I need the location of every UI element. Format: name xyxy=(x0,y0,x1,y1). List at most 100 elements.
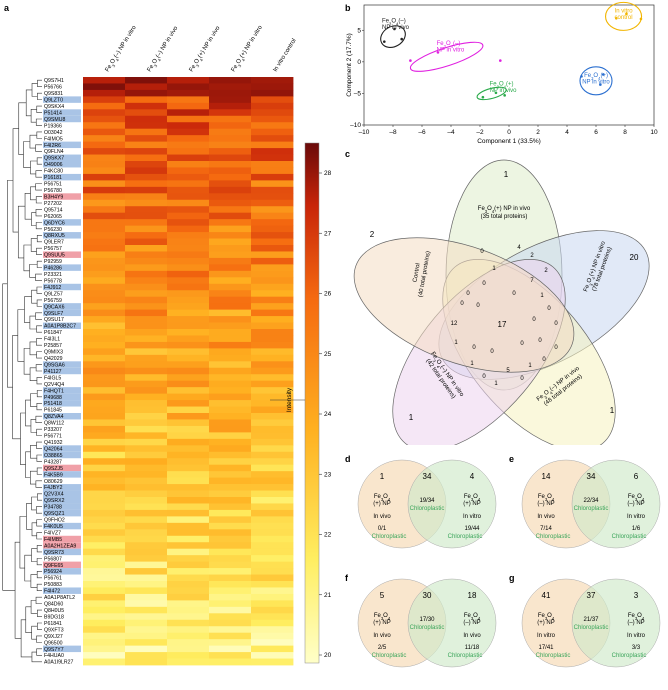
pca-point xyxy=(436,51,440,54)
venn2-left-condition: In vivo xyxy=(373,633,391,639)
heatmap-cell xyxy=(167,516,210,524)
column-header: Fe3O4(–) NP in vitro xyxy=(105,24,140,73)
heatmap-cell xyxy=(83,83,126,91)
gene-label: P56761 xyxy=(44,576,62,582)
heatmap-cell xyxy=(209,348,252,356)
heatmap-cell xyxy=(83,354,126,362)
gene-label: P56230 xyxy=(44,227,62,233)
gene-label: P43287 xyxy=(44,459,62,465)
heatmap-cell xyxy=(125,445,168,453)
venn5-region-count: 0 xyxy=(542,357,546,363)
heatmap-cell xyxy=(251,529,294,537)
heatmap-cell xyxy=(251,374,294,382)
heatmap-cell xyxy=(209,393,252,401)
dendrogram-branch xyxy=(35,183,42,191)
dendrogram-branch xyxy=(24,296,32,323)
heatmap-cell xyxy=(125,296,168,304)
heatmap-cell xyxy=(125,406,168,414)
heatmap-cell xyxy=(83,309,126,317)
venn5-unique-count: 2 xyxy=(370,230,375,239)
dendrogram-branch xyxy=(36,441,42,449)
heatmap-cell xyxy=(251,199,294,207)
heatmap-cell xyxy=(83,561,126,569)
heatmap-cell xyxy=(209,270,252,278)
heatmap-cell xyxy=(83,316,126,323)
heatmap-cell xyxy=(251,303,294,311)
gene-label: Q9S831 xyxy=(44,91,63,97)
heatmap-cell xyxy=(209,173,252,181)
gene-highlight xyxy=(43,561,81,569)
heatmap-cell xyxy=(125,251,168,259)
heatmap-cell xyxy=(251,89,294,97)
dendrogram-branch xyxy=(35,118,42,126)
five-way-venn: c 1 Fe3O4(+) NP in vivo(35 total proteins… xyxy=(345,149,650,452)
heatmap-cell xyxy=(125,477,168,485)
heatmap-cell xyxy=(83,406,126,414)
heatmap-cell xyxy=(167,96,210,104)
heatmap-cell xyxy=(167,180,210,188)
heatmap-cell xyxy=(167,432,210,440)
venn2-overlap-fraction: 21/37 xyxy=(583,617,599,623)
gene-highlight xyxy=(43,471,81,478)
venn2-right-name: Fe3O4 xyxy=(628,613,645,621)
venn2-left-name: (+) NP xyxy=(537,620,555,626)
pca-point xyxy=(499,59,502,62)
dendrogram-branch xyxy=(29,264,38,278)
gene-highlight xyxy=(43,445,81,452)
pca-group: Fe3O4(+)NP in vivo xyxy=(476,81,517,101)
venn5-region-count: 0 xyxy=(547,306,551,312)
venn2-overlap-count: 34 xyxy=(587,472,596,481)
heatmap-cell xyxy=(83,606,126,614)
heatmap-cell xyxy=(167,425,210,433)
heatmap-cell xyxy=(125,128,168,136)
pca-point xyxy=(494,91,498,95)
heatmap-cell xyxy=(251,173,294,181)
heatmap-cell xyxy=(209,432,252,440)
heatmap-cell xyxy=(125,264,168,272)
gene-highlight xyxy=(43,497,81,504)
venn5-set-label: Fe3O4(+) NP in vivo(35 total proteins) xyxy=(478,206,531,220)
venn2-left-count: 1 xyxy=(380,472,385,481)
venn2-overlap-chloro: Chloroplastic xyxy=(410,506,445,512)
heatmap-cell xyxy=(125,245,168,252)
dendrogram-branch xyxy=(31,548,38,562)
heatmap-cell xyxy=(83,335,126,343)
gene-label: Q9SKX7 xyxy=(44,156,64,162)
heatmap-cell xyxy=(125,574,168,582)
heatmap-cell xyxy=(167,542,210,550)
venn2-left-name: Fe3O4 xyxy=(538,494,555,502)
venn2-right-chloro: Chloroplastic xyxy=(448,534,483,540)
heatmap-cell xyxy=(125,109,168,117)
heatmap-cell xyxy=(251,445,294,453)
venn5-set-title: Fe3O4(+) NP in vivo xyxy=(478,206,531,214)
heatmap-cell xyxy=(209,296,252,304)
heatmap-cell xyxy=(125,497,168,504)
pca-point xyxy=(599,83,602,86)
heatmap-cell xyxy=(83,193,126,201)
heatmap-cell xyxy=(251,102,294,110)
venn5-set-title: Control xyxy=(412,263,421,283)
heatmap-cell xyxy=(125,425,168,433)
gene-highlight xyxy=(43,264,81,271)
heatmap-cell xyxy=(209,639,252,647)
gene-label: Q42064 xyxy=(44,446,63,452)
gene-label: Q9LZ57 xyxy=(44,291,63,297)
gene-label: F4IMO5 xyxy=(44,136,63,142)
heatmap-cell xyxy=(83,484,126,491)
heatmap-cell xyxy=(251,225,294,233)
heatmap-cell xyxy=(125,555,168,563)
heatmap-cell xyxy=(167,141,210,149)
gene-highlight xyxy=(43,413,81,420)
venn2-right-count: 4 xyxy=(470,472,475,481)
heatmap-cell xyxy=(167,128,210,136)
pca-group-label: Fe3O4(+) xyxy=(490,81,514,89)
heatmap-cell xyxy=(125,658,168,666)
venn2-right-circle xyxy=(571,578,661,668)
dendrogram-branch xyxy=(35,596,42,604)
heatmap-cell xyxy=(83,542,126,550)
heatmap-cell xyxy=(83,529,126,537)
dendrogram-branch xyxy=(36,428,42,436)
heatmap-cell xyxy=(167,335,210,343)
heatmap-cell xyxy=(83,186,126,194)
